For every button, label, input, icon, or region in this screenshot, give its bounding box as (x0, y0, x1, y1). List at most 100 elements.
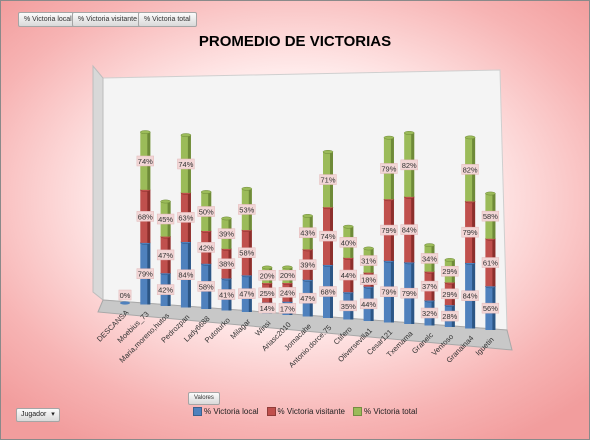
data-label: 37% (422, 282, 437, 291)
legend-item-visitante: % Victoria visitante (266, 407, 345, 416)
data-label: 40% (341, 238, 356, 247)
data-label-bg (420, 307, 439, 319)
bar-cap (302, 214, 313, 218)
data-label: 29% (442, 267, 457, 276)
values-field-button[interactable]: Valores (188, 392, 220, 405)
data-label: 58% (199, 282, 214, 291)
legend-label-local: % Victoria local (204, 407, 259, 416)
data-label-bg (319, 286, 337, 297)
data-label-bg (177, 269, 195, 280)
data-label: 79% (381, 226, 396, 235)
data-label-bg (258, 287, 276, 299)
data-label: 24% (280, 288, 295, 297)
data-label-bg (481, 257, 500, 268)
data-label: 56% (483, 304, 498, 313)
data-label-bg (359, 255, 378, 266)
data-label: 84% (402, 226, 417, 235)
legend-item-local: % Victoria local (193, 407, 259, 416)
data-label: 47% (158, 251, 173, 260)
data-label-bg (400, 159, 418, 171)
data-label: 42% (158, 286, 173, 295)
data-label-bg (156, 284, 175, 295)
data-labels-group: 0% 79% 68% 74% 42% 47% 45% 84% 63% 74% 58% 42% 50% 41… (118, 155, 500, 322)
bar-cap (403, 131, 415, 135)
data-label-bg (461, 164, 479, 175)
field-button-victoria-total[interactable]: % Victoria total (138, 12, 197, 27)
data-label: 25% (260, 289, 275, 298)
data-label: 47% (300, 294, 315, 303)
data-label: 58% (483, 212, 498, 221)
data-label-bg (481, 302, 500, 314)
data-label: 79% (381, 164, 396, 173)
data-label: 0% (120, 291, 131, 300)
bar-cap (120, 301, 130, 305)
data-label-bg (359, 298, 378, 310)
data-label: 41% (219, 291, 234, 300)
data-label-bg (400, 287, 418, 299)
data-label: 74% (138, 157, 153, 166)
data-label: 14% (260, 304, 275, 313)
data-label-bg (238, 204, 256, 215)
data-label: 34% (422, 254, 437, 263)
data-label: 84% (178, 271, 193, 280)
bar-cap (140, 130, 151, 134)
data-label: 71% (320, 176, 335, 185)
data-label: 79% (381, 288, 396, 297)
data-label: 68% (138, 212, 153, 221)
data-label-bg (217, 289, 236, 300)
data-label-bg (441, 288, 459, 300)
data-label: 39% (219, 230, 234, 239)
bar-cap (383, 135, 395, 140)
data-label-bg (380, 286, 398, 297)
data-label-bg (156, 213, 175, 225)
data-label-bg (299, 227, 317, 238)
data-label: 84% (463, 292, 478, 301)
data-label-bg (197, 281, 215, 292)
data-label-bg (278, 287, 297, 298)
legend-swatch-visitante (266, 407, 276, 416)
data-label: 20% (260, 271, 275, 280)
data-label: 74% (320, 232, 335, 241)
legend-swatch-local (193, 407, 202, 416)
bar-cap (282, 265, 293, 270)
bar-cap (444, 258, 456, 262)
data-label-bg (156, 249, 175, 261)
data-label: 79% (402, 289, 417, 298)
data-label: 43% (300, 229, 315, 238)
data-label-bg (258, 270, 276, 281)
data-label-bg (441, 310, 459, 322)
data-label: 31% (361, 257, 376, 266)
bar-cap (180, 133, 192, 137)
data-label: 18% (361, 276, 376, 285)
bar-cap (363, 246, 374, 251)
data-label: 44% (361, 300, 376, 309)
jugador-filter-dropdown[interactable]: Jugador ▾ (16, 408, 60, 422)
data-label-bg (136, 155, 154, 167)
data-label: 47% (239, 290, 254, 299)
data-label-bg (217, 258, 236, 269)
data-label: 68% (320, 287, 335, 296)
bar-cap (424, 243, 435, 248)
data-label-bg (299, 292, 317, 304)
data-label: 58% (239, 249, 254, 258)
bar-cap (343, 224, 354, 229)
data-label-bg (339, 237, 357, 248)
data-label-bg (400, 224, 418, 235)
data-label: 61% (483, 259, 498, 268)
data-label-bg (420, 253, 439, 264)
data-label-bg (118, 289, 132, 301)
data-label-bg (217, 228, 236, 239)
data-label: 38% (219, 260, 234, 269)
data-label-bg (380, 163, 398, 174)
data-label: 53% (239, 205, 254, 214)
data-label: 28% (442, 312, 457, 321)
data-label-bg (136, 268, 154, 279)
data-label: 44% (341, 271, 356, 280)
legend-item-total: % Victoria total (352, 407, 417, 416)
data-label-bg (441, 265, 459, 277)
data-label: 39% (300, 261, 315, 270)
chart-title: PROMEDIO DE VICTORIAS (198, 33, 392, 50)
data-label-bg (319, 230, 337, 242)
data-label: 32% (422, 309, 437, 318)
